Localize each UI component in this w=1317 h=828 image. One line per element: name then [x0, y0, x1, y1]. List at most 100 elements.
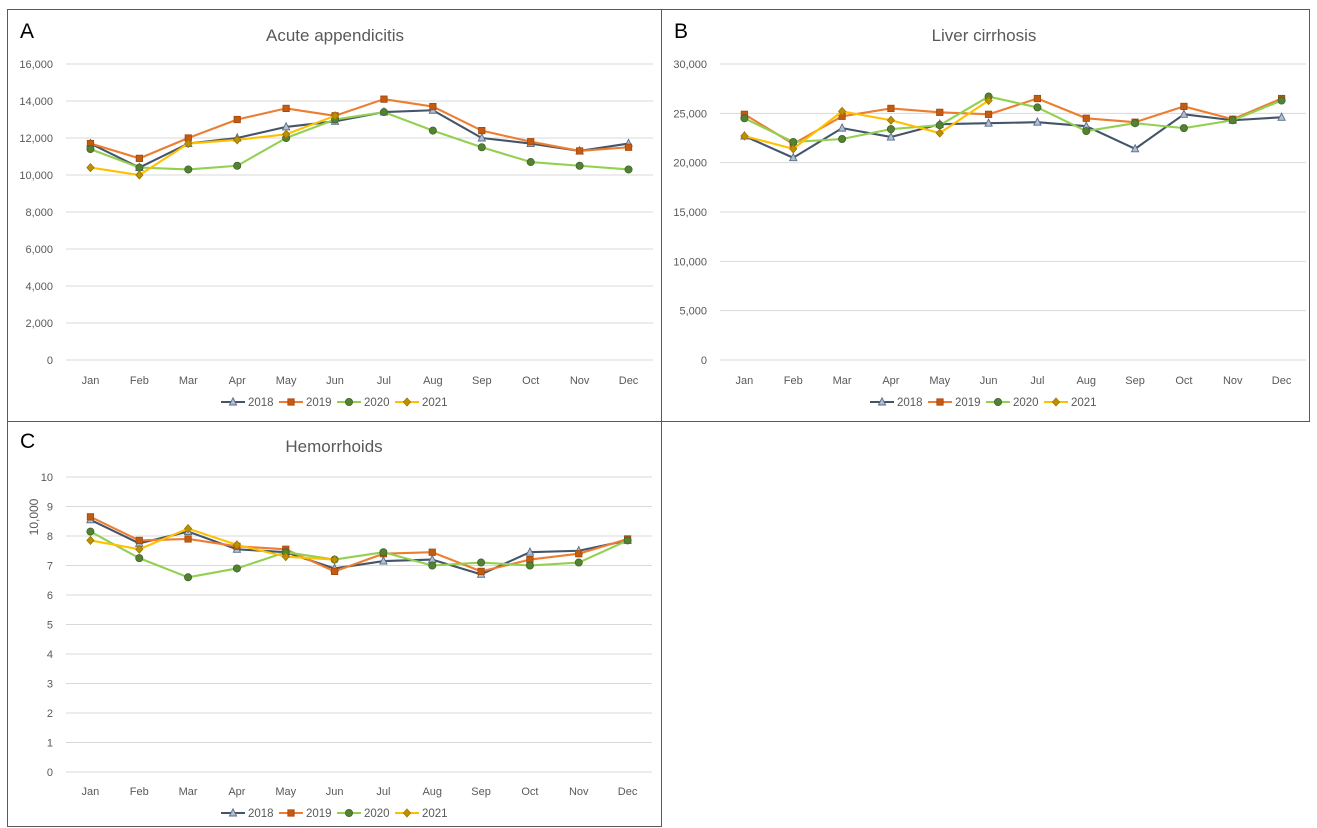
data-point-2019: [936, 108, 944, 116]
x-tick-label: Apr: [882, 375, 899, 387]
y-tick-labels: 0 2,000 4,000 6,000 8,000 10,000 12,000 14,000 1…: [19, 59, 53, 367]
y-tick-label: 8,000: [25, 207, 53, 219]
data-point-2018: [1277, 112, 1286, 121]
y-tick-label: 4: [47, 649, 53, 661]
data-point-2018: [379, 555, 388, 565]
y-tick-label: 6: [47, 590, 53, 602]
data-point-2020: [1277, 96, 1286, 105]
series-line-2020: [90, 111, 629, 171]
data-point-2019: [233, 115, 241, 124]
data-point-2019: [887, 104, 895, 112]
data-point-2020: [525, 561, 534, 570]
legend: 2018 2019 2020 2021: [870, 396, 1097, 409]
x-tick-label: Nov: [569, 786, 589, 798]
x-tick-label: May: [276, 375, 297, 387]
y-tick-label: 12,000: [19, 133, 53, 145]
chart-panel-b: B Liver cirrhosis 0 5,000 10,000 15,000 20,0…: [661, 9, 1310, 422]
legend: 2018 2019 2020 2021: [221, 807, 448, 820]
data-point-2019: [1082, 114, 1090, 122]
data-point-2020: [135, 163, 144, 172]
x-tick-label: Jul: [376, 786, 390, 798]
y-tick-label: 2,000: [25, 318, 53, 330]
data-point-2020: [1033, 103, 1042, 112]
data-point-2020: [184, 573, 193, 582]
data-point-2019: [184, 535, 192, 543]
chart-b-svg: B Liver cirrhosis 0 5,000 10,000 15,000 20,0…: [673, 20, 1306, 409]
data-point-2021: [281, 552, 290, 562]
x-tick-label: Aug: [423, 375, 443, 387]
data-point-2019: [984, 110, 993, 118]
data-point-2019: [1180, 102, 1188, 111]
x-tick-label: Feb: [130, 786, 149, 798]
data-point-2018: [477, 132, 487, 142]
data-point-2019: [576, 147, 584, 155]
series-line-2018: [89, 518, 628, 576]
grid-lines: [720, 63, 1306, 361]
data-point-2019: [624, 143, 633, 151]
x-tick-label: Apr: [228, 786, 245, 798]
x-tick-label: Jul: [1030, 375, 1044, 387]
panel-letter-b: B: [674, 20, 688, 43]
data-point-2020: [233, 161, 242, 170]
y-tick-label: 30,000: [673, 59, 707, 71]
data-point-2020: [232, 564, 241, 573]
data-point-2020: [1082, 127, 1091, 136]
data-point-2019: [380, 95, 388, 103]
x-tick-label: Nov: [1223, 375, 1243, 387]
data-point-2019: [575, 550, 583, 558]
data-point-2021: [837, 106, 847, 116]
data-point-2018: [984, 117, 993, 127]
data-point-2021: [886, 115, 896, 125]
legend-marker-2021: [1051, 397, 1061, 407]
data-point-2019: [282, 104, 290, 112]
data-point-2021: [789, 144, 798, 154]
x-tick-label: Jan: [736, 375, 754, 387]
data-point-2018: [1033, 117, 1042, 126]
y-tick-label: 1: [47, 738, 53, 750]
data-point-2020: [1228, 116, 1237, 125]
legend-marker-2021: [402, 397, 412, 407]
legend-marker-2020: [993, 397, 1002, 406]
legend-label-2019: 2019: [306, 808, 332, 820]
data-point-2020: [428, 561, 437, 570]
data-point-2018: [1179, 109, 1189, 118]
y-axis-unit-label: 10,000: [27, 498, 41, 535]
data-point-2021: [740, 131, 749, 141]
panel-letter-c: C: [20, 430, 35, 453]
y-tick-label: 20,000: [673, 158, 707, 170]
x-tick-label: Sep: [1125, 375, 1145, 387]
legend-label-2020: 2020: [364, 808, 390, 820]
data-point-2020: [379, 548, 388, 557]
chart-title: Liver cirrhosis: [932, 26, 1037, 45]
legend-marker-2019: [936, 398, 944, 406]
data-point-2020: [379, 108, 388, 117]
data-point-2021: [330, 111, 340, 121]
data-point-2020: [477, 558, 486, 567]
data-point-2019: [135, 154, 143, 162]
x-tick-labels: Jan Feb Mar Apr May Jun Jul Aug Sep Oct Nov Dec: [82, 786, 638, 798]
legend: 2018 2019 2020 2021: [221, 396, 448, 409]
y-tick-label: 7: [47, 561, 53, 573]
data-point-2020: [624, 165, 633, 174]
data-point-2020: [184, 165, 193, 174]
y-tick-labels: 0 1 2 3 4 5 6 7 8 9 10: [41, 472, 53, 779]
x-tick-label: Dec: [618, 786, 638, 798]
data-point-2018: [788, 152, 798, 162]
x-tick-label: Jun: [326, 375, 344, 387]
x-tick-label: Jun: [326, 786, 344, 798]
x-tick-label: Feb: [784, 375, 803, 387]
legend-label-2019: 2019: [955, 397, 981, 409]
x-tick-label: Jan: [82, 375, 100, 387]
chart-panel-c: C Hemorrhoids 10,000 0 1 2 3 4 5 6 7 8 9 10 Jan Feb…: [7, 421, 662, 827]
y-tick-label: 5,000: [679, 306, 707, 318]
data-point-2021: [86, 163, 95, 173]
series-line-2020: [89, 530, 629, 579]
x-tick-labels: Jan Feb Mar Apr May Jun Jul Aug Sep Oct Nov Dec: [736, 375, 1292, 387]
x-tick-label: Mar: [833, 375, 852, 387]
x-tick-label: Aug: [422, 786, 442, 798]
y-tick-label: 5: [47, 620, 53, 632]
data-point-2021: [330, 555, 339, 565]
x-tick-label: Jul: [377, 375, 391, 387]
legend-marker-2018: [228, 807, 238, 817]
y-tick-label: 10,000: [673, 256, 707, 268]
